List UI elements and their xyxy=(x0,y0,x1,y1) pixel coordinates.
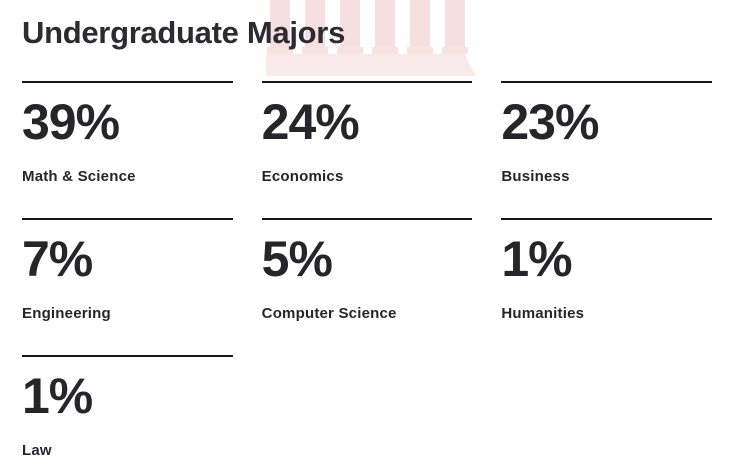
stat-cell-computer-science: 5% Computer Science xyxy=(261,218,473,355)
stat-cell-business: 23% Business xyxy=(501,81,712,218)
university-columns-icon xyxy=(266,0,476,76)
page-title: Undergraduate Majors xyxy=(22,15,346,50)
stat-value: 1% xyxy=(22,368,93,425)
stat-cell-economics: 24% Economics xyxy=(261,81,473,218)
content-area: Undergraduate Majors 39% Math & Science … xyxy=(0,14,732,476)
stat-label: Humanities xyxy=(501,305,585,323)
stat-label: Engineering xyxy=(22,305,111,323)
stat-cell-humanities: 1% Humanities xyxy=(501,218,712,355)
stat-value: 23% xyxy=(501,94,599,151)
stat-label: Computer Science xyxy=(261,305,397,323)
stat-label: Economics xyxy=(261,168,344,186)
stat-cell-math-science: 39% Math & Science xyxy=(22,81,233,218)
stat-value: 24% xyxy=(261,94,360,151)
stat-cell-engineering: 7% Engineering xyxy=(22,218,233,355)
stat-label: Law xyxy=(22,442,52,460)
stat-value: 5% xyxy=(261,231,333,288)
stat-cell-law: 1% Law xyxy=(22,355,233,476)
stat-value: 7% xyxy=(22,231,93,288)
stat-grid: 39% Math & Science 24% Economics 23% Bus… xyxy=(22,81,712,476)
stat-value: 39% xyxy=(22,94,120,151)
stat-label: Business xyxy=(501,168,570,186)
stat-value: 1% xyxy=(501,231,572,288)
stat-label: Math & Science xyxy=(22,168,136,186)
